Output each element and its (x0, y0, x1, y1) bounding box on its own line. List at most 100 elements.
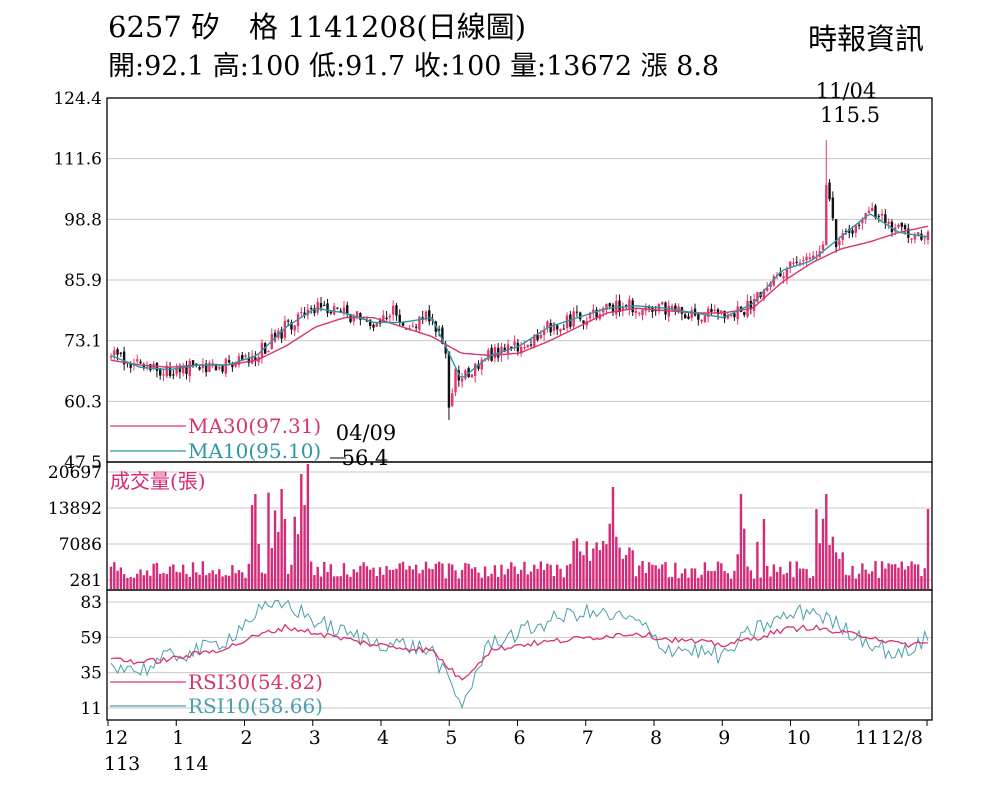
volume-bar (136, 573, 139, 589)
candle-body (300, 312, 303, 314)
candle-body (795, 261, 798, 263)
volume-bar (683, 568, 687, 589)
volume-bar (884, 568, 887, 589)
x-tick-label: 6 (514, 727, 526, 749)
rsi-tick-label: 35 (80, 664, 102, 684)
volume-bar (132, 577, 136, 589)
candle-body (418, 316, 421, 330)
volume-bar (293, 516, 296, 589)
candle-body (710, 308, 713, 312)
volume-bar (601, 540, 605, 589)
volume-bar (785, 572, 789, 589)
x-year-label: 113 (104, 753, 140, 775)
volume-bar (857, 573, 861, 589)
candle-body (391, 305, 395, 315)
candle-body (227, 360, 231, 363)
candle-body (490, 347, 493, 361)
volume-bar (923, 568, 926, 589)
candle-body (385, 317, 388, 320)
candle-body (313, 308, 316, 314)
volume-bar (454, 570, 457, 589)
volume-bar (175, 571, 178, 589)
volume-bar (168, 566, 172, 589)
candle-body (122, 351, 126, 365)
volume-bar (913, 564, 917, 589)
volume-bar (264, 573, 267, 589)
volume-bar (644, 572, 648, 589)
candle-body (916, 232, 920, 236)
volume-bar (503, 574, 506, 589)
volume-bar (250, 505, 254, 589)
data-source: 時報資訊 (808, 22, 925, 56)
candle-body (208, 362, 211, 372)
candle-body (772, 276, 775, 286)
volume-bar (181, 564, 185, 589)
candle-body (562, 328, 565, 330)
candle-body (674, 305, 677, 312)
volume-bar (828, 545, 831, 589)
candle-body (857, 224, 861, 226)
volume-bar (306, 464, 310, 589)
volume-bar (280, 489, 283, 589)
volume-bar (211, 570, 214, 589)
volume-bar (546, 563, 549, 589)
volume-bar (516, 573, 520, 589)
candle-body (477, 364, 480, 369)
volume-bar (615, 536, 618, 589)
candle-body (703, 315, 707, 323)
volume-bar (582, 555, 585, 589)
volume-bar (897, 567, 900, 589)
volume-bar (477, 572, 480, 589)
candle-body (828, 182, 831, 200)
volume-bar (270, 548, 273, 589)
price-tick-label: 98.8 (64, 210, 102, 230)
candle-body (867, 210, 871, 214)
candle-body (621, 307, 625, 311)
rsi-panel-frame (106, 589, 933, 721)
volume-bar (664, 562, 667, 589)
volume-bar (628, 547, 631, 589)
volume-bar (821, 518, 825, 589)
candle-body (677, 306, 680, 311)
volume-bar (893, 564, 897, 589)
candle-body (149, 364, 152, 371)
candle-body (752, 299, 756, 312)
volume-bar (693, 568, 697, 589)
volume-bar (142, 575, 146, 589)
volume-bar (533, 564, 536, 589)
candle-body (401, 321, 405, 326)
rsi10-line (110, 599, 929, 710)
candle-body (241, 354, 244, 360)
candle-body (470, 374, 474, 378)
candle-body (175, 368, 178, 375)
candle-body (142, 364, 146, 368)
volume-bar (227, 575, 231, 589)
x-tick-label: 12/8 (880, 727, 923, 749)
volume-bar (277, 531, 280, 589)
volume-bar (122, 574, 126, 589)
candle-body (834, 219, 838, 248)
candle-body (605, 304, 608, 310)
volume-bar (510, 562, 513, 589)
volume-bar (188, 576, 191, 589)
candle-body (326, 303, 329, 313)
volume-bar (726, 573, 730, 589)
volume-bar (424, 561, 428, 589)
candle-body (336, 307, 339, 309)
volume-bar (401, 561, 405, 589)
volume-bar (634, 576, 638, 589)
candle-body (411, 325, 415, 327)
candle-body (342, 307, 346, 314)
volume-bar (316, 566, 319, 589)
volume-bar (257, 543, 260, 589)
volume-title: 成交量(張) (110, 469, 206, 493)
volume-bar (766, 565, 769, 589)
x-tick-label: 8 (650, 727, 662, 749)
volume-tick-label: 13892 (48, 499, 102, 519)
x-tick-label: 4 (377, 727, 389, 749)
volume-bar (414, 564, 418, 589)
volume-bar (428, 568, 431, 589)
volume-bar (385, 565, 388, 589)
volume-bar (670, 576, 674, 589)
volume-bar (431, 569, 434, 589)
